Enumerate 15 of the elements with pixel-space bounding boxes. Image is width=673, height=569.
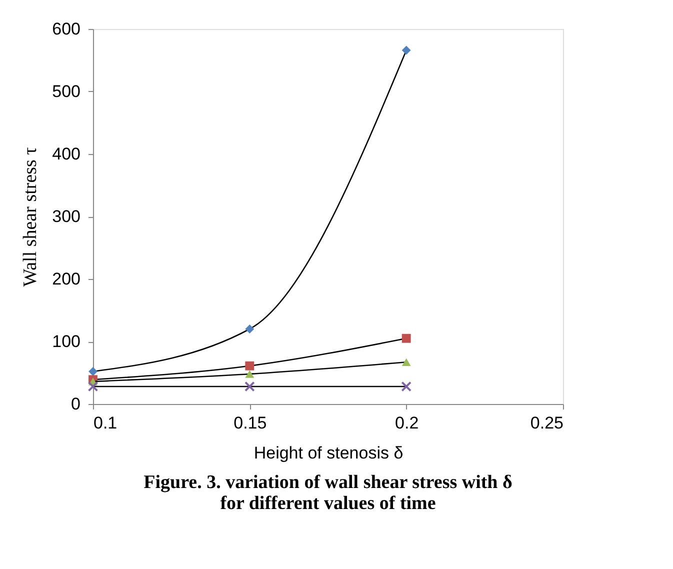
x-axis-title: Height of stenosis δ — [254, 444, 404, 462]
y-tick-label: 0 — [71, 394, 80, 414]
y-tick-label: 300 — [52, 207, 80, 226]
x-tick-label: 0.2 — [395, 414, 419, 432]
y-tick-label: 600 — [52, 20, 80, 38]
x-tick-label: 0.25 — [530, 414, 564, 432]
text: for different values of time — [220, 493, 436, 514]
y-axis-title: Wall shear stress τ — [20, 146, 42, 287]
y-tick-label: 100 — [52, 332, 80, 351]
y-tick-label: 500 — [52, 82, 80, 101]
x-tick-label: 0.15 — [234, 414, 267, 432]
y-tick-label: 200 — [52, 270, 80, 288]
y-tick-label: 400 — [52, 144, 80, 164]
text: Figure. 3. variation of wall shear stress with δ — [144, 472, 512, 493]
x-tick-label: 0.1 — [94, 414, 118, 432]
